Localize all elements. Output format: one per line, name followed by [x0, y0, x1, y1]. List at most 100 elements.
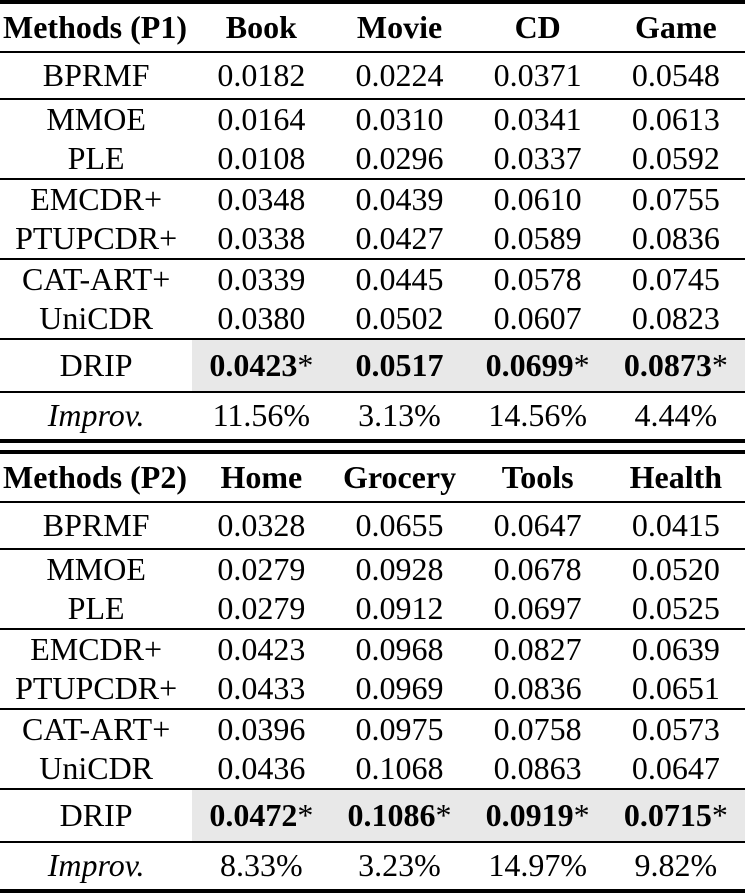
table-row-improv: Improv. 11.56% 3.13% 14.56% 4.44% [0, 392, 745, 441]
table-row: PTUPCDR+ 0.0433 0.0969 0.0836 0.0651 [0, 669, 745, 709]
group-bprmf: BPRMF 0.0328 0.0655 0.0647 0.0415 [0, 502, 745, 549]
value-cell: 0.0758 [493, 710, 582, 747]
value-cell-highlighted: 0.0699* [468, 339, 607, 392]
improv-label-cell: Improv. [47, 397, 145, 434]
value-cell: 0.0836 [493, 669, 582, 706]
domain-header-movie: Movie [356, 8, 443, 45]
value-cell: 0.0863 [493, 749, 582, 786]
method-cell: BPRMF [42, 506, 150, 543]
value-cell: 0.0439 [355, 180, 444, 217]
value-cell: 0.0823 [631, 299, 720, 336]
value-cell: 0.0415 [631, 506, 720, 543]
table-row-drip: DRIP 0.0423* 0.0517 0.0699* 0.0873* [0, 339, 745, 392]
method-cell: BPRMF [42, 56, 150, 93]
group-bprmf: BPRMF 0.0182 0.0224 0.0371 0.0548 [0, 52, 745, 99]
improv-value-cell: 3.23% [358, 847, 441, 884]
improv-value-cell: 4.44% [634, 397, 718, 434]
value-cell: 0.0502 [355, 299, 444, 336]
improv-value-cell: 9.82% [634, 847, 718, 884]
group-improv: Improv. 8.33% 3.23% 14.97% 9.82% [0, 842, 745, 891]
group-cdr: EMCDR+ 0.0423 0.0968 0.0827 0.0639 PTUPC… [0, 629, 745, 709]
value-cell: 0.0436 [217, 749, 306, 786]
table-header-p2: Methods (P2) Home Grocery Tools Health [0, 452, 745, 502]
group-improv: Improv. 11.56% 3.13% 14.56% 4.44% [0, 392, 745, 441]
significance-star: * [297, 796, 314, 833]
value-cell: 0.0338 [217, 219, 306, 256]
value-cell: 0.0525 [631, 589, 720, 626]
results-table-p1: Methods (P1) Book Movie CD Game BPRMF 0.… [0, 0, 745, 443]
value-cell: 0.0380 [217, 299, 306, 336]
value-cell: 0.0445 [355, 260, 444, 297]
group-cdr: EMCDR+ 0.0348 0.0439 0.0610 0.0755 PTUPC… [0, 179, 745, 259]
table-row: MMOE 0.0164 0.0310 0.0341 0.0613 [0, 99, 745, 139]
table-row: CAT-ART+ 0.0339 0.0445 0.0578 0.0745 [0, 259, 745, 299]
table-header-p1: Methods (P1) Book Movie CD Game [0, 2, 745, 52]
significance-star: * [435, 796, 452, 833]
method-cell: PLE [67, 139, 125, 176]
domain-header-book: Book [225, 8, 297, 45]
value-cell: 0.0647 [631, 749, 720, 786]
method-cell: UniCDR [39, 299, 154, 336]
group-drip: DRIP 0.0423* 0.0517 0.0699* 0.0873* [0, 339, 745, 392]
table-row: PLE 0.0108 0.0296 0.0337 0.0592 [0, 139, 745, 179]
method-cell: PTUPCDR+ [15, 669, 178, 706]
value-cell-highlighted: 0.0715* [606, 789, 745, 842]
improv-value-cell: 3.13% [358, 397, 441, 434]
domain-header-home: Home [220, 458, 303, 495]
improv-value-cell: 11.56% [212, 397, 311, 434]
table-row: UniCDR 0.0380 0.0502 0.0607 0.0823 [0, 299, 745, 339]
value-cell: 0.0573 [631, 710, 720, 747]
value-cell: 0.0697 [493, 589, 582, 626]
methods-header: Methods (P1) [3, 8, 187, 45]
table-row: CAT-ART+ 0.0396 0.0975 0.0758 0.0573 [0, 709, 745, 749]
domain-header-game: Game [635, 8, 717, 45]
value-cell: 0.0520 [631, 550, 720, 587]
value-cell: 0.0371 [493, 56, 582, 93]
group-mtl: MMOE 0.0279 0.0928 0.0678 0.0520 PLE 0.0… [0, 549, 745, 629]
value-cell-highlighted: 0.0472* [192, 789, 331, 842]
improv-value-cell: 8.33% [220, 847, 303, 884]
value-cell: 0.0423 [217, 630, 306, 667]
value-cell: 0.0647 [493, 506, 582, 543]
method-cell: EMCDR+ [30, 180, 163, 217]
results-table-p2: Methods (P2) Home Grocery Tools Health B… [0, 450, 745, 893]
table-row: EMCDR+ 0.0423 0.0968 0.0827 0.0639 [0, 629, 745, 669]
value-cell: 0.0639 [631, 630, 720, 667]
value-cell: 0.0578 [493, 260, 582, 297]
table-row: UniCDR 0.0436 0.1068 0.0863 0.0647 [0, 749, 745, 789]
value-cell: 0.0328 [217, 506, 306, 543]
value-cell: 0.0548 [631, 56, 720, 93]
domain-header-tools: Tools [501, 458, 574, 495]
value-cell: 0.0969 [355, 669, 444, 706]
significance-star: * [711, 796, 728, 833]
header-row: Methods (P2) Home Grocery Tools Health [0, 452, 745, 502]
method-cell: CAT-ART+ [21, 710, 171, 747]
value-cell: 0.0279 [217, 550, 306, 587]
method-cell: PTUPCDR+ [15, 219, 178, 256]
value-cell: 0.0182 [217, 56, 306, 93]
value-cell: 0.0745 [631, 260, 720, 297]
value-cell: 0.0607 [493, 299, 582, 336]
method-cell: PLE [67, 589, 125, 626]
value-cell: 0.0337 [493, 139, 582, 176]
value-cell: 0.0592 [631, 139, 720, 176]
improv-label-cell: Improv. [47, 847, 145, 884]
value-cell-highlighted: 0.0919* [468, 789, 607, 842]
significance-star: * [573, 346, 590, 383]
value-cell: 0.0279 [217, 589, 306, 626]
significance-star: * [711, 346, 728, 383]
methods-header: Methods (P2) [3, 458, 187, 495]
value-cell: 0.0827 [493, 630, 582, 667]
value-cell: 0.0975 [355, 710, 444, 747]
domain-header-health: Health [629, 458, 723, 495]
value-cell: 0.0310 [355, 100, 444, 137]
table-row-improv: Improv. 8.33% 3.23% 14.97% 9.82% [0, 842, 745, 891]
value-cell: 0.0755 [631, 180, 720, 217]
table-row: PLE 0.0279 0.0912 0.0697 0.0525 [0, 589, 745, 629]
value-cell: 0.0164 [217, 100, 306, 137]
improv-value-cell: 14.97% [488, 847, 587, 884]
method-cell: CAT-ART+ [21, 260, 171, 297]
value-cell: 0.0108 [217, 139, 306, 176]
value-cell: 0.0339 [217, 260, 306, 297]
table-row: BPRMF 0.0328 0.0655 0.0647 0.0415 [0, 502, 745, 549]
